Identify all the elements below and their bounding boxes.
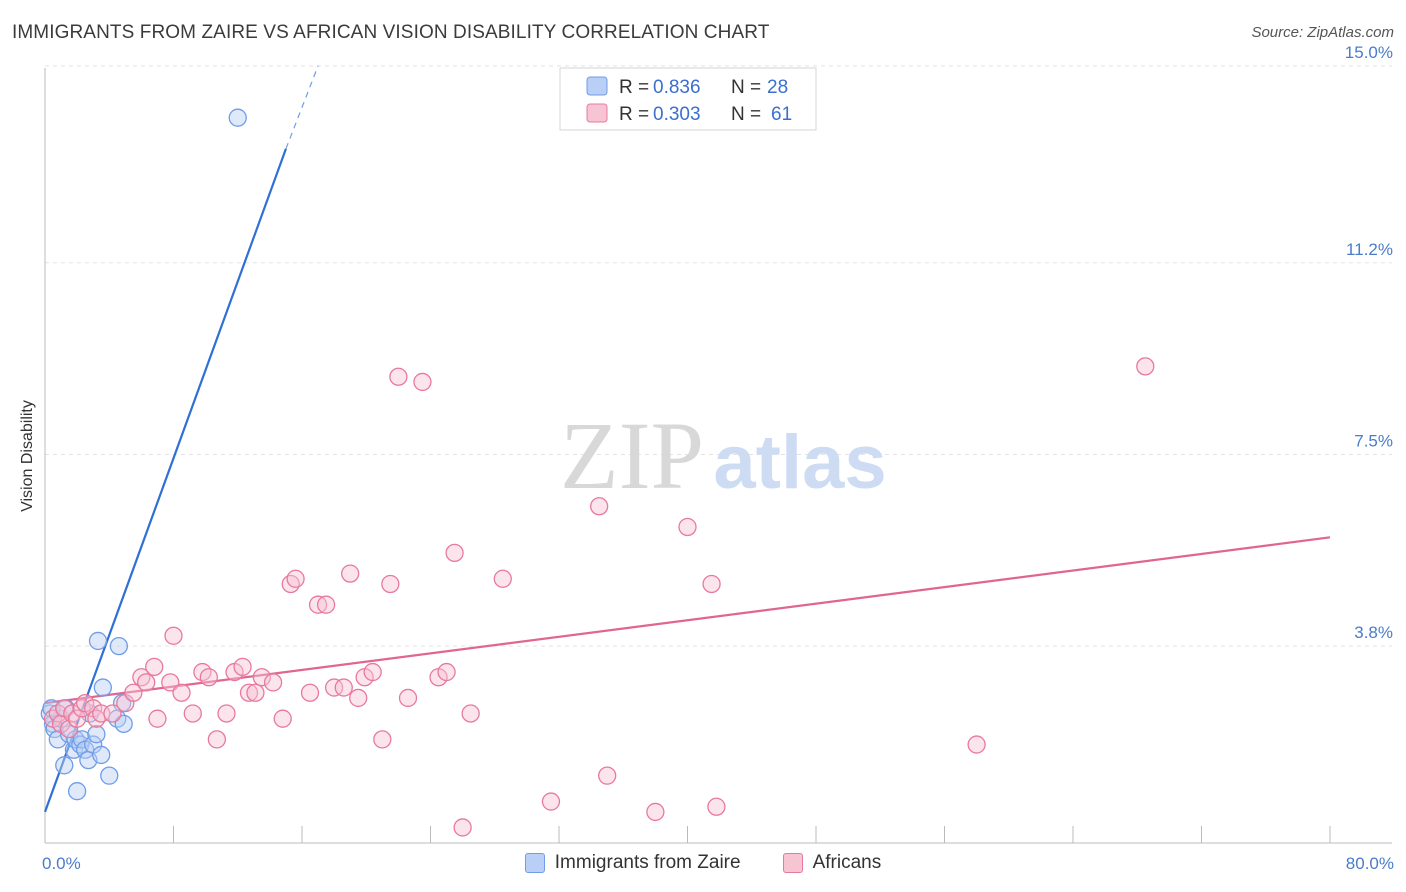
- series-legend: Immigrants from Zaire Africans: [0, 852, 1406, 874]
- zaire-point-23: [109, 636, 129, 656]
- legend-swatch-zaire-bottom: [524, 853, 545, 873]
- africans-point-33: [273, 709, 292, 728]
- africans-point-52: [445, 543, 464, 563]
- africans-point-18: [148, 709, 167, 728]
- chart-title: IMMIGRANTS FROM ZAIRE VS AFRICAN VISION …: [12, 22, 770, 43]
- africans-point-53: [453, 818, 472, 837]
- africans-point-12: [103, 704, 122, 723]
- africans-point-29: [239, 683, 259, 702]
- watermark-atlas: atlas: [713, 420, 886, 505]
- africans-point-24: [199, 668, 218, 687]
- africans-point-42: [349, 688, 368, 708]
- africans-point-49: [413, 372, 432, 392]
- africans-point-14: [124, 683, 143, 702]
- zaire-point-21: [100, 766, 119, 785]
- gridlines: [45, 65, 1392, 647]
- x-ticks: [44, 826, 1331, 843]
- legend-swatch-africans-bottom: [782, 853, 803, 873]
- x-tick-labels: 0.0% 80.0%: [42, 854, 1394, 873]
- africans-point-40: [334, 678, 353, 697]
- legend-r-value-zaire: 0.836: [653, 77, 701, 98]
- africans-point-38: [316, 595, 336, 614]
- africans-point-59: [646, 802, 665, 822]
- africans-point-6: [67, 709, 87, 728]
- legend-label-africans: Africans: [812, 852, 882, 873]
- africans-point-36: [300, 683, 320, 702]
- zaire-point-10: [67, 782, 87, 801]
- africans-point-21: [172, 683, 191, 702]
- legend-n-value-zaire: 28: [767, 77, 788, 98]
- zaire-point-17: [87, 725, 106, 744]
- y-tick-label-3: 15.0%: [1345, 43, 1393, 62]
- legend-n-label-zaire: N =: [731, 77, 761, 98]
- legend-n-value-africans: 61: [771, 104, 792, 125]
- legend-item-africans: Africans: [782, 852, 882, 874]
- africans-point-31: [252, 668, 271, 687]
- legend-n-label-africans: N =: [731, 104, 761, 125]
- watermark: ZIP atlas: [560, 402, 887, 509]
- africans-point-64: [1136, 357, 1155, 376]
- correlation-legend: R = 0.836 N = 28 R = 0.303 N = 61: [559, 67, 817, 131]
- data-points: [40, 108, 1155, 837]
- legend-r-label-africans: R =: [619, 104, 649, 125]
- legend-r-label-zaire: R =: [619, 77, 649, 98]
- zaire-point-5: [55, 756, 74, 775]
- africans-point-48: [398, 688, 418, 708]
- africans-point-62: [707, 797, 726, 816]
- africans-point-35: [286, 569, 305, 588]
- africans-point-17: [145, 657, 164, 677]
- africans-point-22: [183, 704, 202, 723]
- africans-point-45: [373, 730, 392, 749]
- chart-source: Source: ZipAtlas.com: [1251, 24, 1394, 41]
- africans-point-63: [967, 735, 986, 754]
- legend-item-zaire: Immigrants from Zaire: [524, 852, 741, 874]
- y-tick-label-1: 7.5%: [1354, 431, 1393, 450]
- legend-r-value-africans: 0.303: [653, 104, 701, 125]
- africans-point-44: [363, 662, 382, 682]
- africans-point-51: [437, 662, 456, 682]
- legend-swatch-zaire: [586, 76, 608, 96]
- zaire-trend-extension: [285, 65, 319, 150]
- zaire-point-26: [228, 108, 247, 127]
- watermark-zip: ZIP: [560, 402, 704, 509]
- africans-point-46: [381, 574, 400, 594]
- africans-point-20: [164, 626, 183, 645]
- africans-point-39: [324, 678, 344, 697]
- africans-point-16: [137, 673, 156, 692]
- africans-point-32: [263, 673, 283, 692]
- y-tick-labels: 3.8% 7.5% 11.2% 15.0%: [1345, 43, 1393, 642]
- zaire-trend-line: [43, 148, 287, 813]
- africans-point-30: [246, 683, 265, 702]
- africans-point-57: [590, 497, 609, 516]
- africans-point-56: [541, 792, 561, 811]
- africans-point-47: [389, 367, 408, 386]
- africans-trend-line: [44, 536, 1331, 705]
- x-tick-label-min: 0.0%: [42, 854, 81, 873]
- zaire-point-19: [92, 745, 111, 765]
- zaire-point-25: [114, 714, 133, 733]
- africans-point-54: [461, 704, 480, 723]
- trend-lines: [43, 65, 1331, 813]
- africans-point-28: [233, 657, 252, 677]
- legend-label-zaire: Immigrants from Zaire: [554, 852, 741, 873]
- africans-point-41: [341, 564, 360, 583]
- x-tick-label-max: 80.0%: [1346, 854, 1394, 873]
- africans-point-26: [217, 704, 236, 723]
- y-tick-label-2: 11.2%: [1346, 240, 1393, 259]
- africans-point-61: [702, 574, 721, 594]
- zaire-point-3: [48, 730, 67, 749]
- africans-point-55: [493, 569, 512, 588]
- zaire-point-18: [88, 631, 108, 651]
- africans-point-25: [207, 730, 227, 749]
- legend-swatch-africans: [586, 103, 608, 123]
- zaire-point-20: [93, 678, 112, 697]
- africans-point-60: [678, 517, 697, 537]
- africans-point-58: [598, 766, 617, 785]
- africans-point-19: [161, 673, 180, 692]
- y-tick-label-0: 3.8%: [1354, 623, 1393, 642]
